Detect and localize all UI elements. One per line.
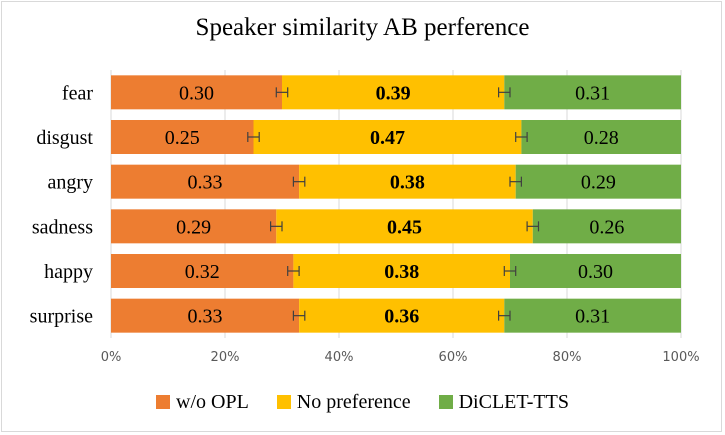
data-label: 0.33 xyxy=(188,306,223,328)
data-label: 0.25 xyxy=(165,127,200,149)
bar-segment xyxy=(510,254,681,288)
data-label: 0.39 xyxy=(376,82,411,104)
error-bar xyxy=(292,176,306,187)
legend-label: No preference xyxy=(296,390,411,413)
legend-label: DiCLET-TTS xyxy=(458,390,569,413)
bar-segment xyxy=(253,120,522,154)
x-tick-label: 20% xyxy=(211,350,240,365)
bar-segment xyxy=(521,120,681,154)
chart-plot-area: 0.30 0.39 0.31 0.25 0.47 0.28 0.33 0.38 0.29 0.29… xyxy=(30,70,700,365)
bar-segment xyxy=(515,164,681,199)
category-label: angry xyxy=(47,172,93,194)
bar-segment xyxy=(293,254,510,288)
error-bar xyxy=(498,310,511,321)
data-label: 0.31 xyxy=(575,306,610,328)
error-bar xyxy=(526,221,540,232)
error-bar xyxy=(503,266,517,276)
bar-segment xyxy=(111,164,300,199)
data-label: 0.29 xyxy=(581,172,616,194)
data-label: 0.38 xyxy=(390,172,425,194)
data-label: 0.47 xyxy=(370,127,405,149)
data-label: 0.29 xyxy=(176,216,211,238)
chart-title: Speaker similarity AB perference xyxy=(195,14,530,41)
x-tick-label: 80% xyxy=(553,350,582,365)
category-label: disgust xyxy=(36,127,93,149)
bar-segment xyxy=(276,209,533,244)
error-bar xyxy=(515,132,528,142)
category-label: fear xyxy=(62,82,93,104)
legend-swatch xyxy=(276,395,291,409)
bar-segment xyxy=(111,75,282,110)
data-label: 0.36 xyxy=(384,306,419,328)
legend-item: w/o OPL xyxy=(156,391,249,414)
bar-segment xyxy=(504,75,681,110)
data-label: 0.30 xyxy=(578,261,613,283)
legend-item: DiCLET-TTS xyxy=(438,390,569,414)
data-label: 0.26 xyxy=(589,216,624,238)
error-bar xyxy=(292,310,306,321)
data-label: 0.45 xyxy=(387,216,422,238)
bar-segment xyxy=(282,75,505,110)
bar-segment xyxy=(299,164,516,199)
x-tick-label: 60% xyxy=(439,350,468,365)
legend-item: No preference xyxy=(276,390,411,414)
data-label: 0.33 xyxy=(188,172,223,194)
data-label: 0.30 xyxy=(179,82,214,104)
bar-segment xyxy=(532,209,681,244)
bar-segment xyxy=(111,209,277,244)
x-tick-label: 0% xyxy=(101,350,122,365)
x-tick-label: 100% xyxy=(662,350,699,365)
data-label: 0.31 xyxy=(575,82,610,104)
legend-label: w/o OPL xyxy=(176,390,249,413)
legend-swatch xyxy=(156,395,170,409)
legend: w/o OPL No preference DiCLET-TTS xyxy=(0,387,725,417)
error-bars xyxy=(247,87,540,321)
error-bar xyxy=(247,132,260,142)
bars xyxy=(111,75,681,333)
error-bar xyxy=(270,221,283,232)
legend-swatch xyxy=(438,395,453,409)
x-tick-label: 40% xyxy=(325,350,354,365)
category-labels: fear disgust angry sadness happy surprise xyxy=(30,82,94,327)
bar-segment xyxy=(504,298,681,333)
error-bar xyxy=(287,266,300,276)
bar-segment xyxy=(111,120,254,154)
bar-segment xyxy=(299,298,505,333)
category-label: sadness xyxy=(32,216,93,238)
error-bar xyxy=(509,176,523,187)
error-bar xyxy=(498,87,511,98)
error-bar xyxy=(275,87,289,98)
x-tick-labels: 0% 20% 40% 60% 80% 100% xyxy=(101,350,700,365)
category-label: surprise xyxy=(30,306,93,328)
gridlines xyxy=(110,70,682,338)
data-label: 0.28 xyxy=(584,127,619,149)
data-label: 0.32 xyxy=(185,261,220,283)
data-labels: 0.30 0.39 0.31 0.25 0.47 0.28 0.33 0.38 0.29 0.29… xyxy=(165,82,625,327)
category-label: happy xyxy=(44,261,93,283)
bar-segment xyxy=(111,254,294,288)
data-label: 0.38 xyxy=(384,261,419,283)
bar-segment xyxy=(111,298,300,333)
